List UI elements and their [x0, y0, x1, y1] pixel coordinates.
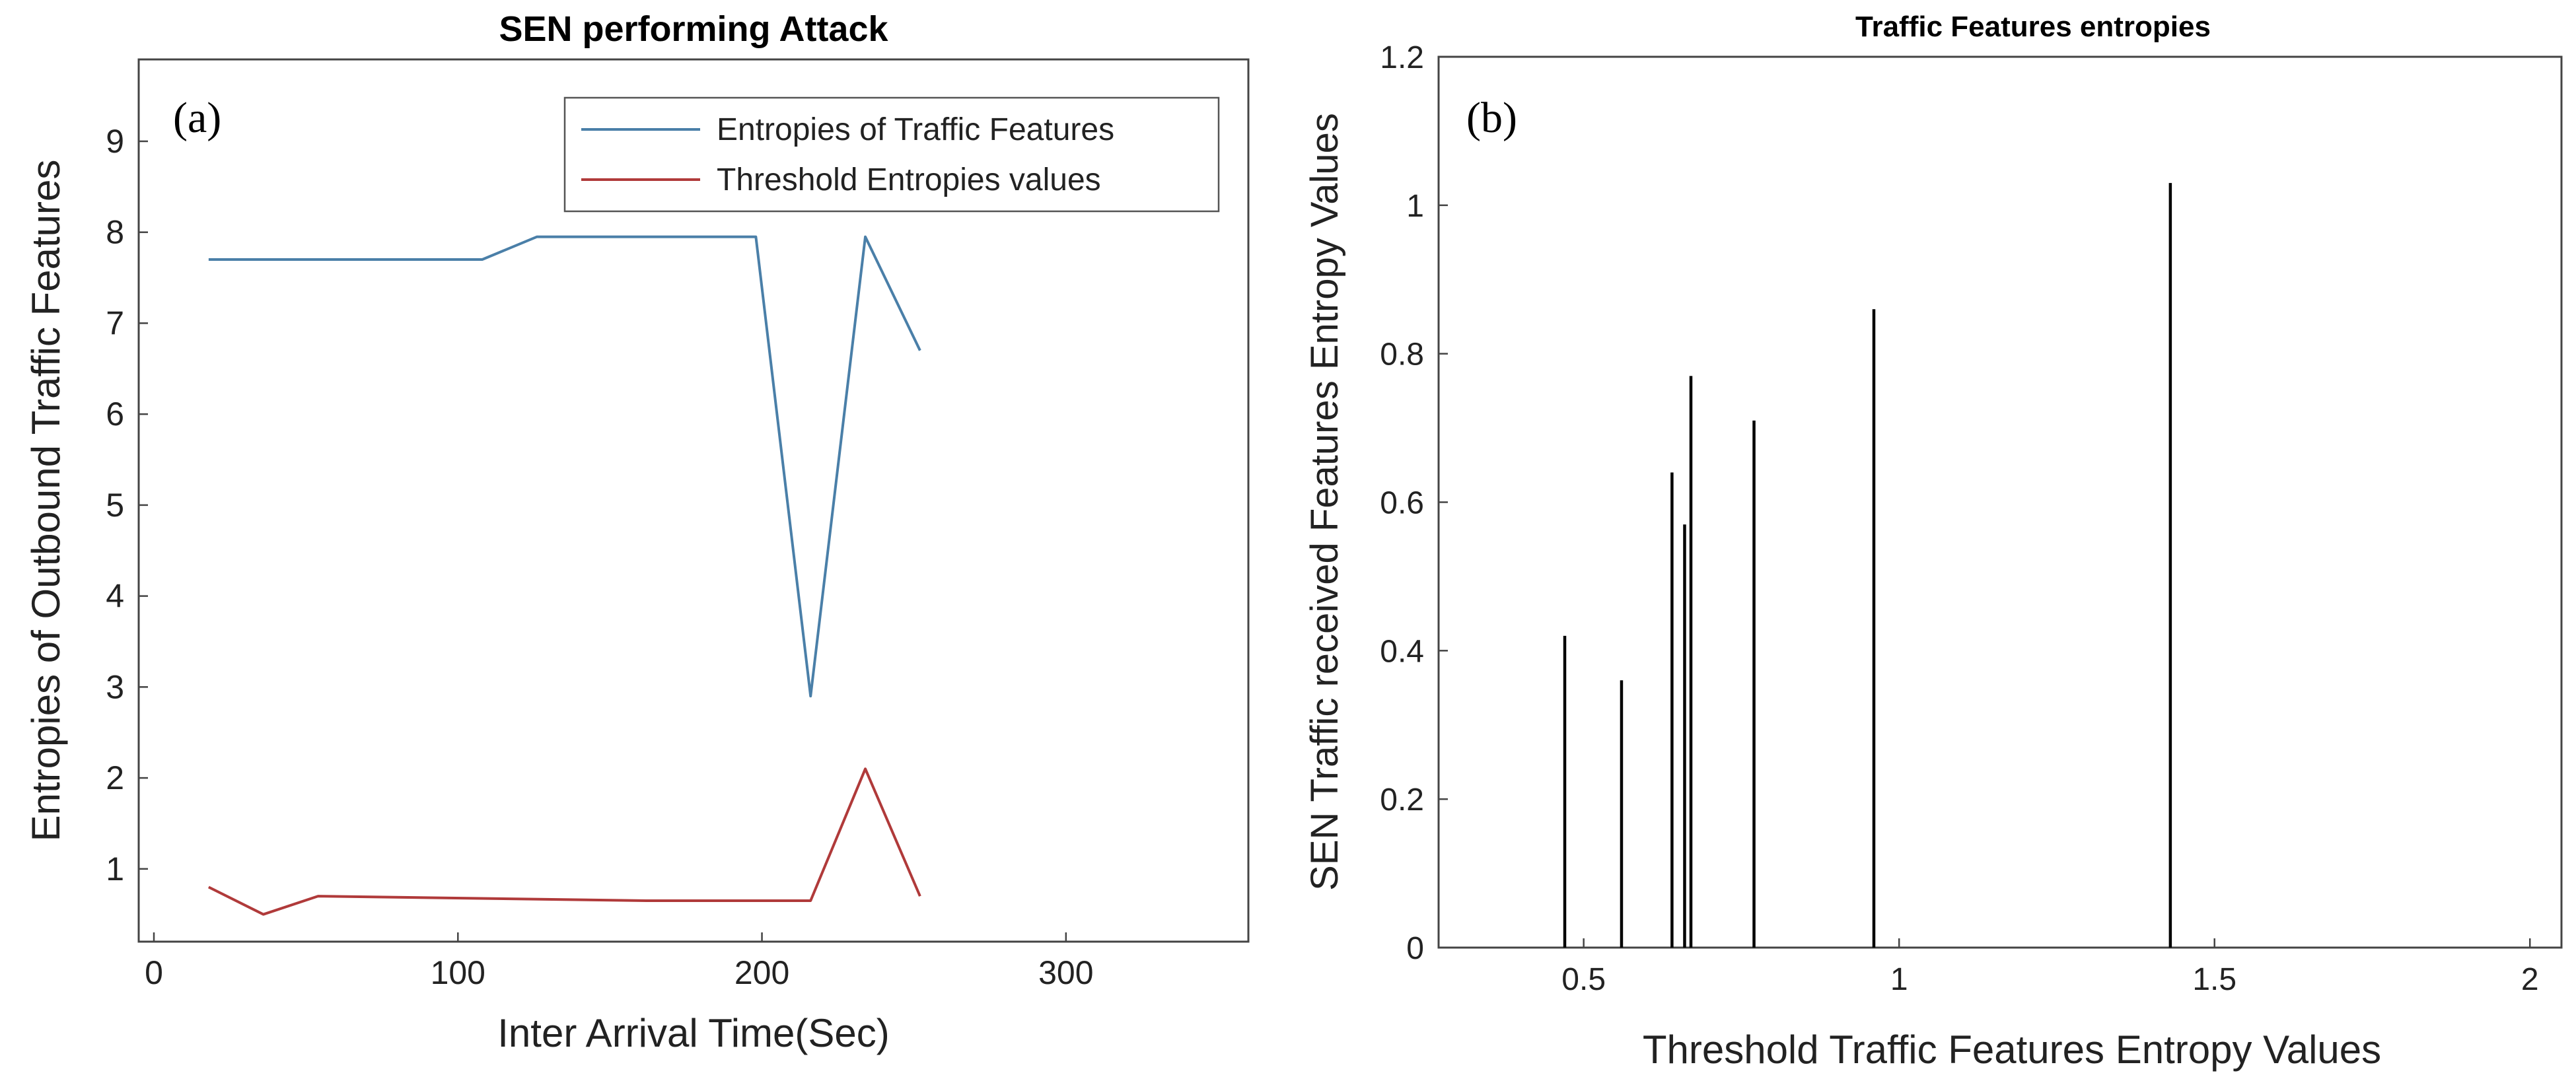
legend-label-threshold: Threshold Entropies values — [717, 162, 1101, 197]
chart-a-legend: Entropies of Traffic Features Threshold … — [563, 96, 1220, 213]
chart-b-title: Traffic Features entropies — [1855, 11, 2211, 43]
x-tick-label: 0 — [145, 954, 163, 991]
chart-a-panel-label: (a) — [173, 94, 221, 142]
chart-a-xlabel: Inter Arrival Time(Sec) — [497, 1011, 889, 1055]
y-tick-label: 0 — [1406, 931, 1424, 966]
y-tick-label: 9 — [106, 123, 124, 160]
y-tick-label: 8 — [106, 214, 124, 251]
chart-b: Traffic Features entropies (b) 0.5 1 1.5 20… — [1303, 11, 2563, 1072]
y-tick-label: 1 — [106, 851, 124, 888]
chart-a-title: SEN performing Attack — [499, 9, 888, 49]
chart-b-plot-area — [1437, 55, 2563, 949]
y-tick-label: 6 — [106, 396, 124, 433]
y-tick-label: 0.6 — [1380, 486, 1424, 521]
y-tick-label: 1.2 — [1380, 40, 1424, 75]
chart-a-ylabel: Entropies of Outbound Traffic Features — [24, 160, 68, 842]
x-tick-label: 1.5 — [2192, 962, 2236, 997]
chart-b-ylabel: SEN Traffic received Features Entropy Va… — [1303, 113, 1346, 891]
y-tick-label: 1 — [1406, 189, 1424, 224]
x-tick-label: 300 — [1038, 954, 1093, 991]
chart-b-panel-label: (b) — [1466, 94, 1517, 142]
chart-b-xlabel: Threshold Traffic Features Entropy Value… — [1643, 1027, 2381, 1072]
legend-label-traffic: Entropies of Traffic Features — [717, 112, 1114, 147]
legend-box — [563, 96, 1220, 213]
chart-a-ticks: 0 100 200 300 1 2 3 4 5 6 7 8 9 — [106, 123, 1093, 991]
y-tick-label: 0.4 — [1380, 634, 1424, 669]
chart-b-bars — [1563, 183, 2172, 948]
y-tick-label: 2 — [106, 759, 124, 796]
y-tick-label: 4 — [106, 578, 124, 615]
y-tick-label: 5 — [106, 487, 124, 524]
y-tick-label: 0.2 — [1380, 783, 1424, 818]
chart-a: SEN performing Attack (a) 0 100 200 300 1 2 3 4… — [24, 9, 1250, 1055]
y-tick-label: 7 — [106, 304, 124, 341]
chart-b-ticks: 0.5 1 1.5 2 0 0.2 0.4 0.6 0.8 1 1.2 — [1380, 40, 2538, 997]
y-tick-label: 0.8 — [1380, 337, 1424, 372]
x-tick-label: 2 — [2521, 962, 2539, 997]
x-tick-label: 100 — [431, 954, 485, 991]
y-tick-label: 3 — [106, 668, 124, 705]
x-tick-label: 1 — [1890, 962, 1908, 997]
chart-a-series — [207, 235, 921, 916]
x-tick-label: 200 — [734, 954, 789, 991]
x-tick-label: 0.5 — [1561, 962, 1606, 997]
